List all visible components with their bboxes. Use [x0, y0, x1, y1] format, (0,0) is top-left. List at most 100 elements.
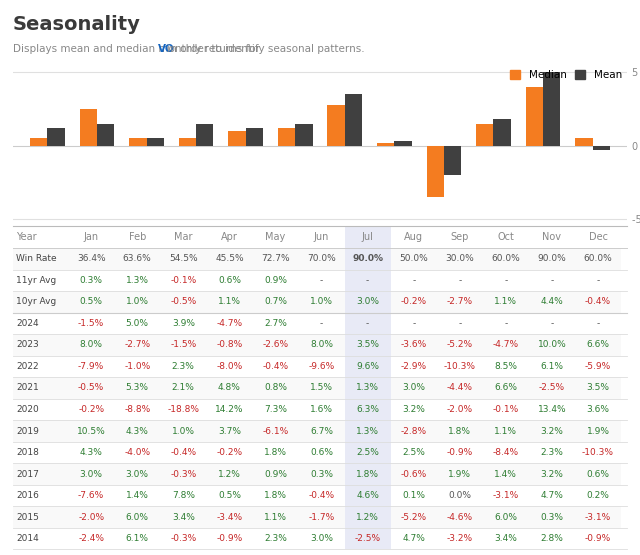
Bar [436, 528, 483, 549]
Text: 2.5%: 2.5% [356, 448, 379, 457]
Bar [206, 506, 252, 528]
Text: -0.9%: -0.9% [216, 534, 243, 543]
Bar [436, 398, 483, 420]
Bar [575, 356, 621, 377]
Text: -: - [412, 319, 415, 328]
Text: -8.8%: -8.8% [124, 405, 150, 414]
Text: -2.0%: -2.0% [78, 513, 104, 522]
Bar [436, 291, 483, 312]
Bar [114, 377, 160, 398]
Text: 70.0%: 70.0% [307, 254, 336, 263]
Text: Win Rate: Win Rate [16, 254, 56, 263]
Text: 3.0%: 3.0% [310, 534, 333, 543]
Text: 4.7%: 4.7% [541, 491, 563, 500]
Text: -0.3%: -0.3% [170, 470, 196, 478]
Text: -0.1%: -0.1% [493, 405, 519, 414]
Bar [179, 138, 196, 145]
Text: 1.6%: 1.6% [310, 405, 333, 414]
Text: -: - [596, 319, 600, 328]
Bar [529, 270, 575, 291]
Text: 3.4%: 3.4% [495, 534, 517, 543]
Text: -3.2%: -3.2% [447, 534, 473, 543]
Bar [278, 128, 295, 145]
Text: 6.0%: 6.0% [494, 513, 517, 522]
Text: -: - [320, 319, 323, 328]
Bar [206, 463, 252, 485]
Text: -9.6%: -9.6% [308, 362, 335, 371]
Text: -4.0%: -4.0% [124, 448, 150, 457]
Bar [68, 226, 114, 248]
Bar [114, 528, 160, 549]
Text: 2.7%: 2.7% [264, 319, 287, 328]
Text: 2.3%: 2.3% [264, 534, 287, 543]
Bar [196, 124, 214, 145]
Bar [114, 312, 160, 334]
Bar [13, 356, 68, 377]
Bar [344, 377, 390, 398]
Text: -0.6%: -0.6% [401, 470, 427, 478]
Bar [13, 420, 68, 442]
Bar [436, 377, 483, 398]
Text: 3.7%: 3.7% [218, 426, 241, 436]
Bar [114, 226, 160, 248]
Text: 0.5%: 0.5% [79, 297, 102, 306]
Bar [68, 377, 114, 398]
Bar [114, 291, 160, 312]
Bar [390, 377, 436, 398]
Bar [344, 291, 390, 312]
Text: 6.6%: 6.6% [586, 340, 609, 350]
Bar [483, 356, 529, 377]
Bar [529, 506, 575, 528]
Text: 11yr Avg: 11yr Avg [16, 276, 56, 285]
Bar [68, 291, 114, 312]
Bar [80, 109, 97, 145]
Text: -: - [412, 276, 415, 285]
Bar [160, 463, 206, 485]
Bar [13, 291, 68, 312]
Text: 3.4%: 3.4% [172, 513, 195, 522]
Bar [436, 506, 483, 528]
Text: 0.3%: 0.3% [540, 513, 563, 522]
Text: 90.0%: 90.0% [538, 254, 566, 263]
Bar [390, 270, 436, 291]
Text: -: - [550, 319, 554, 328]
Bar [575, 291, 621, 312]
Text: -0.8%: -0.8% [216, 340, 243, 350]
Text: -1.7%: -1.7% [308, 513, 335, 522]
Bar [246, 128, 263, 145]
Text: -0.5%: -0.5% [78, 384, 104, 392]
Bar [252, 270, 298, 291]
Bar [160, 377, 206, 398]
Bar [30, 138, 47, 145]
Text: -7.9%: -7.9% [78, 362, 104, 371]
Text: -0.4%: -0.4% [585, 297, 611, 306]
Text: -0.2%: -0.2% [78, 405, 104, 414]
Text: 4.6%: 4.6% [356, 491, 379, 500]
Bar [483, 398, 529, 420]
Bar [390, 485, 436, 506]
Bar [206, 398, 252, 420]
Bar [298, 398, 344, 420]
Bar [206, 485, 252, 506]
Bar [68, 356, 114, 377]
Text: -0.9%: -0.9% [585, 534, 611, 543]
Bar [390, 528, 436, 549]
Bar [252, 463, 298, 485]
Text: -2.5%: -2.5% [539, 384, 565, 392]
Bar [436, 463, 483, 485]
Text: -0.4%: -0.4% [170, 448, 196, 457]
Text: -2.5%: -2.5% [355, 534, 381, 543]
Bar [206, 442, 252, 463]
Text: -10.3%: -10.3% [582, 448, 614, 457]
Text: May: May [266, 232, 285, 242]
Bar [160, 398, 206, 420]
Text: 30.0%: 30.0% [445, 254, 474, 263]
Text: 50.0%: 50.0% [399, 254, 428, 263]
Text: 2015: 2015 [16, 513, 39, 522]
Bar [252, 291, 298, 312]
Text: -0.2%: -0.2% [401, 297, 427, 306]
Bar [344, 485, 390, 506]
Bar [160, 270, 206, 291]
Bar [206, 377, 252, 398]
Bar [426, 145, 444, 197]
